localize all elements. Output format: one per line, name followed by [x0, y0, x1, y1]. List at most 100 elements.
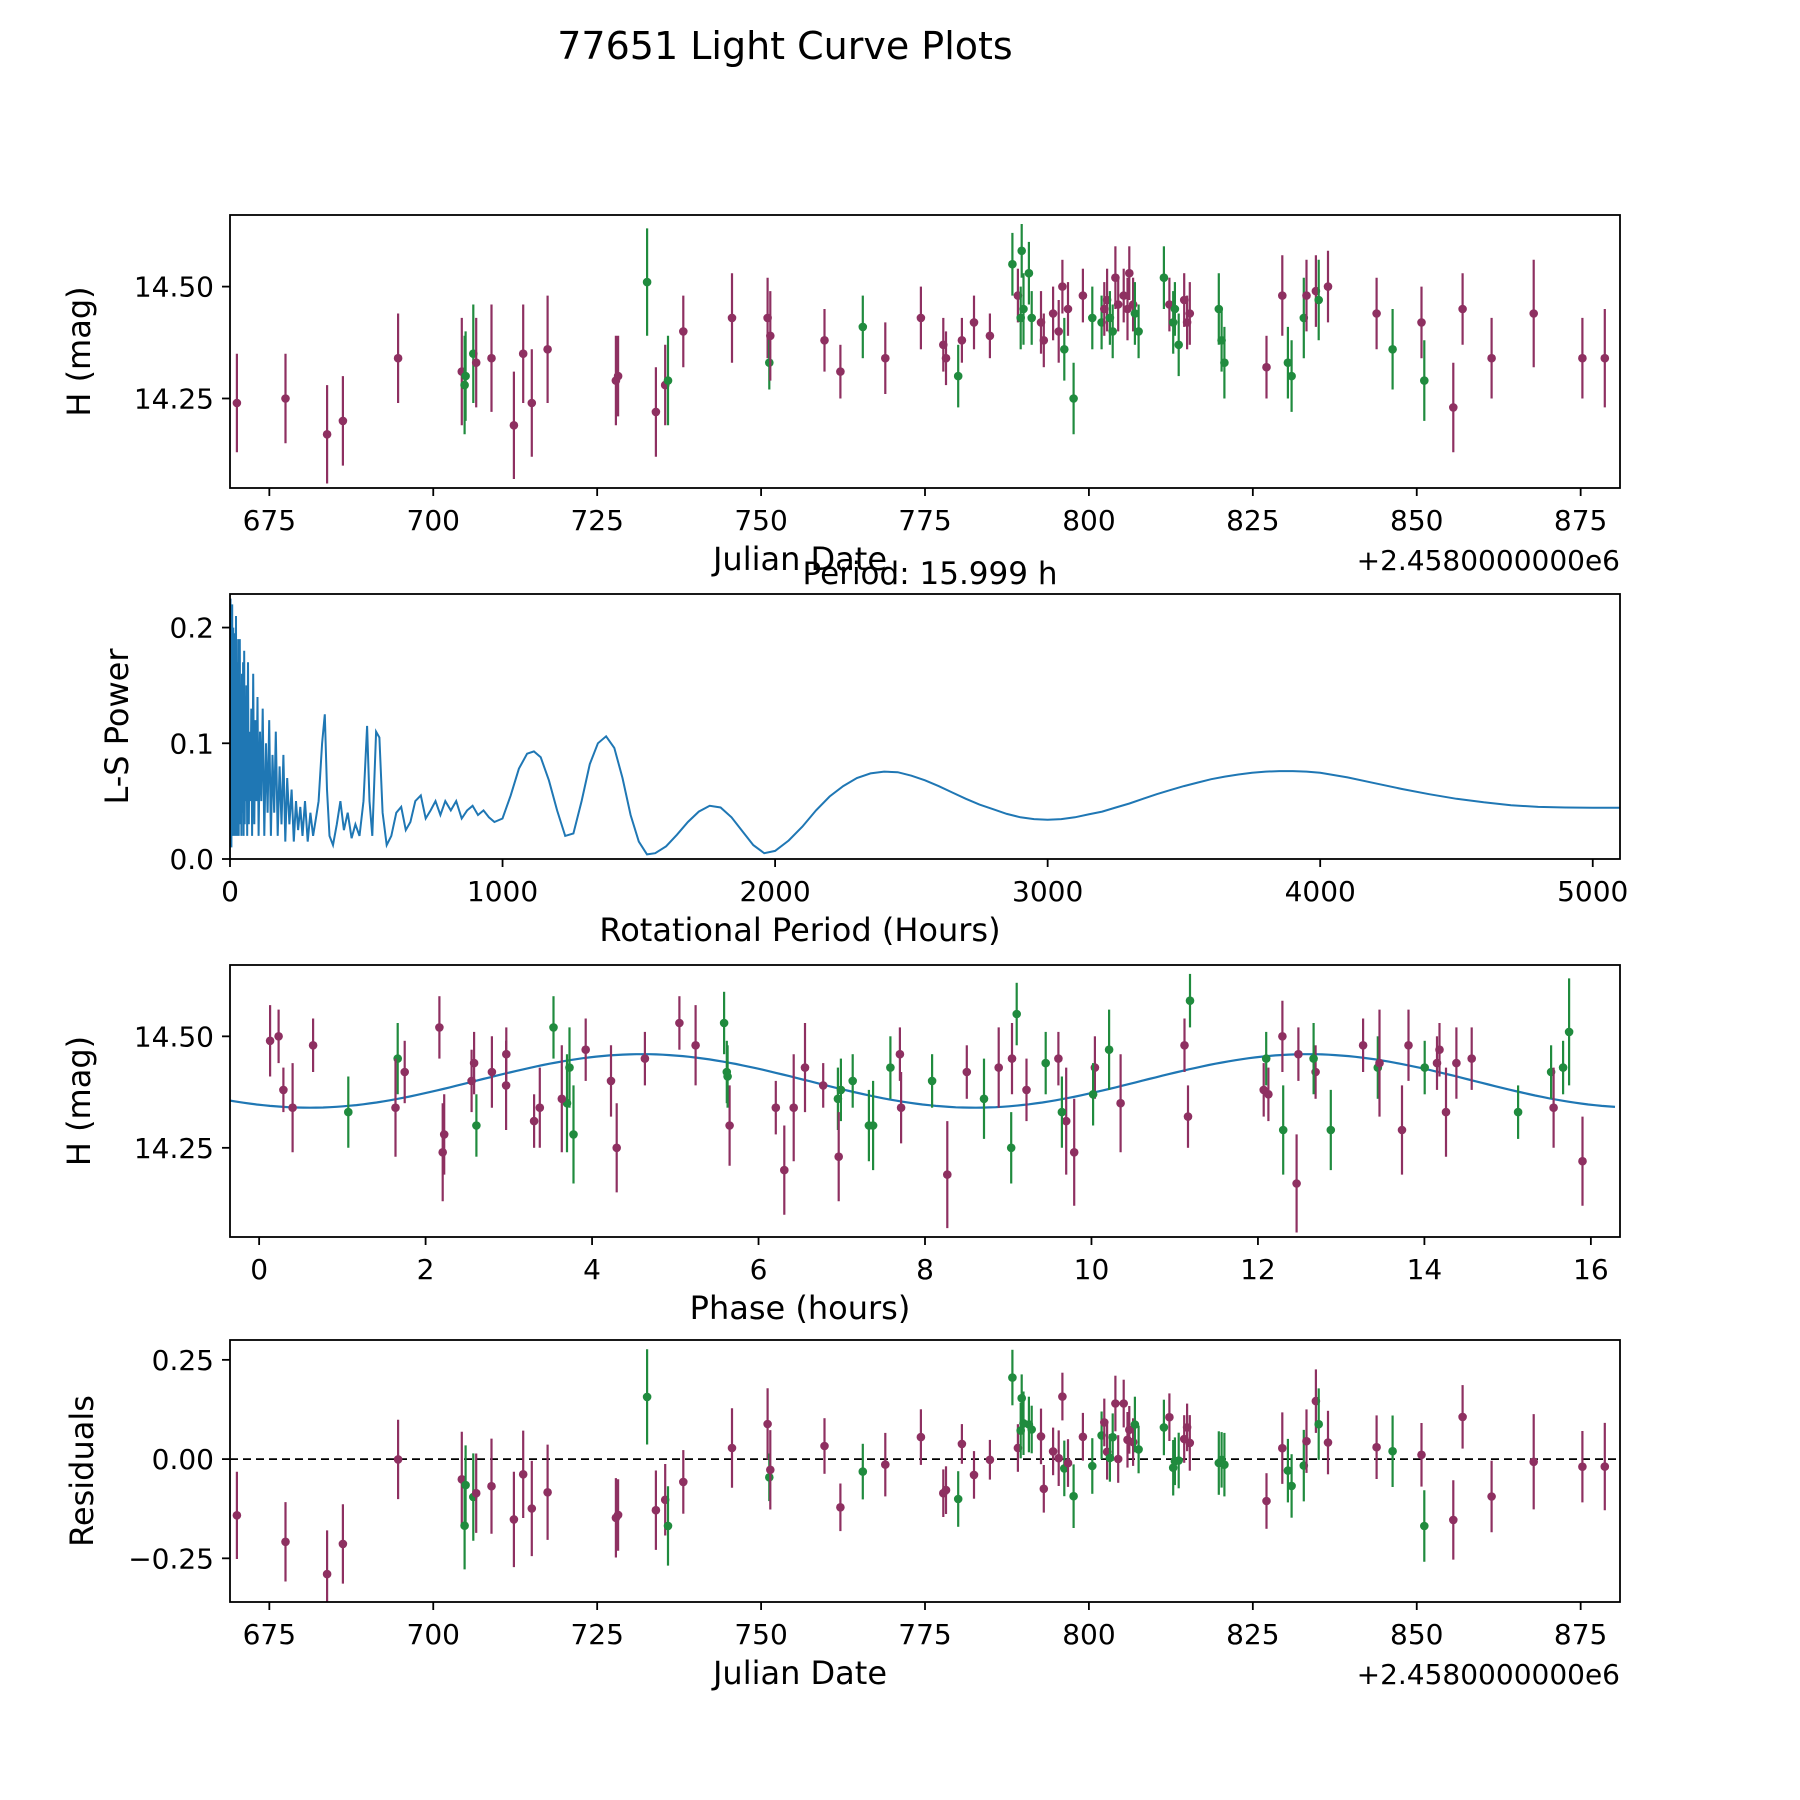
data-point — [727, 313, 737, 323]
data-point — [1134, 1445, 1143, 1454]
data-point — [881, 353, 890, 363]
svg-text:0.1: 0.1 — [169, 727, 214, 760]
data-point — [985, 331, 995, 341]
data-point — [916, 1432, 926, 1442]
phased-content — [230, 973, 1616, 1233]
data-point — [1069, 1148, 1079, 1157]
svg-text:850: 850 — [1390, 504, 1443, 537]
data-point — [487, 1067, 497, 1077]
residuals-axes: 675 700 725 750 775 800 825 850 875 −0.25 0.00 0.25… — [63, 1344, 1620, 1692]
data-point — [543, 345, 552, 354]
data-point — [549, 1023, 558, 1032]
svg-text:0.2: 0.2 — [169, 612, 214, 645]
data-point — [438, 1148, 448, 1157]
data-point — [1397, 1125, 1407, 1135]
data-point — [1174, 1456, 1183, 1465]
data-point — [1069, 394, 1078, 403]
data-point — [818, 1081, 828, 1090]
svg-text:1000: 1000 — [467, 875, 538, 908]
data-point — [1048, 309, 1058, 318]
data-point — [763, 1419, 772, 1429]
data-point — [651, 1505, 661, 1515]
data-point — [1578, 353, 1587, 363]
svg-text:−0.25: −0.25 — [128, 1542, 214, 1575]
svg-text:0.25: 0.25 — [152, 1344, 214, 1377]
periodogram-frame — [229, 593, 1621, 860]
data-point — [834, 1152, 843, 1161]
data-point — [274, 1032, 283, 1041]
data-point — [460, 1521, 469, 1530]
data-point — [1022, 1085, 1031, 1095]
data-point — [766, 331, 775, 341]
svg-text:0.00: 0.00 — [152, 1443, 214, 1476]
data-point — [1057, 1107, 1067, 1117]
data-point — [927, 1076, 937, 1086]
svg-text:700: 700 — [407, 504, 460, 537]
data-point — [780, 1165, 789, 1175]
data-point — [1128, 1437, 1138, 1447]
data-point — [471, 1488, 481, 1498]
figure-title: 77651 Light Curve Plots — [557, 24, 1013, 68]
data-point — [1372, 1442, 1381, 1452]
data-point — [1467, 1054, 1476, 1063]
data-point — [1054, 327, 1063, 336]
svg-text:825: 825 — [1226, 504, 1279, 537]
data-point — [1063, 1458, 1073, 1468]
data-point — [1314, 295, 1323, 305]
data-point — [1309, 1054, 1318, 1063]
data-point — [1125, 1425, 1134, 1435]
data-point — [1564, 1027, 1574, 1037]
data-point — [1159, 1423, 1169, 1432]
data-point — [836, 367, 845, 376]
data-point — [461, 371, 470, 381]
data-point — [1529, 1457, 1538, 1467]
svg-text:3000: 3000 — [1012, 875, 1083, 908]
data-point — [529, 1116, 539, 1126]
svg-text:675: 675 — [243, 1618, 296, 1651]
data-point — [1302, 291, 1311, 300]
data-point — [1420, 1521, 1429, 1531]
data-point — [461, 1480, 470, 1490]
data-point — [1458, 304, 1467, 314]
data-point — [1375, 1058, 1384, 1068]
data-point — [969, 318, 979, 327]
data-point — [565, 1063, 574, 1072]
data-point — [719, 1018, 729, 1028]
data-point — [344, 1107, 353, 1117]
data-point — [1287, 1481, 1296, 1491]
data-point — [1220, 1460, 1229, 1469]
data-point — [1054, 1453, 1063, 1463]
data-point — [1452, 1058, 1461, 1068]
data-point — [1041, 1058, 1050, 1068]
data-point — [391, 1103, 400, 1112]
svg-text:675: 675 — [243, 504, 296, 537]
data-point — [642, 277, 652, 287]
data-point — [543, 1488, 552, 1497]
data-point — [727, 1443, 737, 1453]
data-point — [1180, 1041, 1189, 1050]
data-point — [1104, 1045, 1114, 1054]
data-point — [895, 1049, 905, 1059]
data-point — [1111, 1399, 1120, 1408]
data-point — [881, 1460, 890, 1469]
data-point — [1513, 1107, 1523, 1117]
data-point — [509, 1515, 519, 1524]
data-point — [1487, 353, 1496, 363]
svg-text:0.0: 0.0 — [169, 843, 214, 876]
data-point — [1283, 1466, 1293, 1475]
data-point — [957, 336, 967, 345]
data-point — [1168, 318, 1178, 327]
periodogram-curve — [230, 598, 1620, 856]
svg-text:Residuals: Residuals — [63, 1395, 101, 1547]
data-point — [651, 407, 661, 417]
data-point — [864, 1121, 874, 1130]
data-point — [979, 1094, 989, 1104]
data-point — [1262, 1496, 1271, 1506]
svg-text:14.50: 14.50 — [134, 1020, 214, 1053]
data-point — [1113, 300, 1123, 309]
data-point — [858, 1467, 868, 1476]
data-point — [916, 313, 926, 323]
data-point — [1159, 273, 1169, 283]
data-point — [836, 1085, 846, 1095]
data-point — [820, 336, 829, 345]
